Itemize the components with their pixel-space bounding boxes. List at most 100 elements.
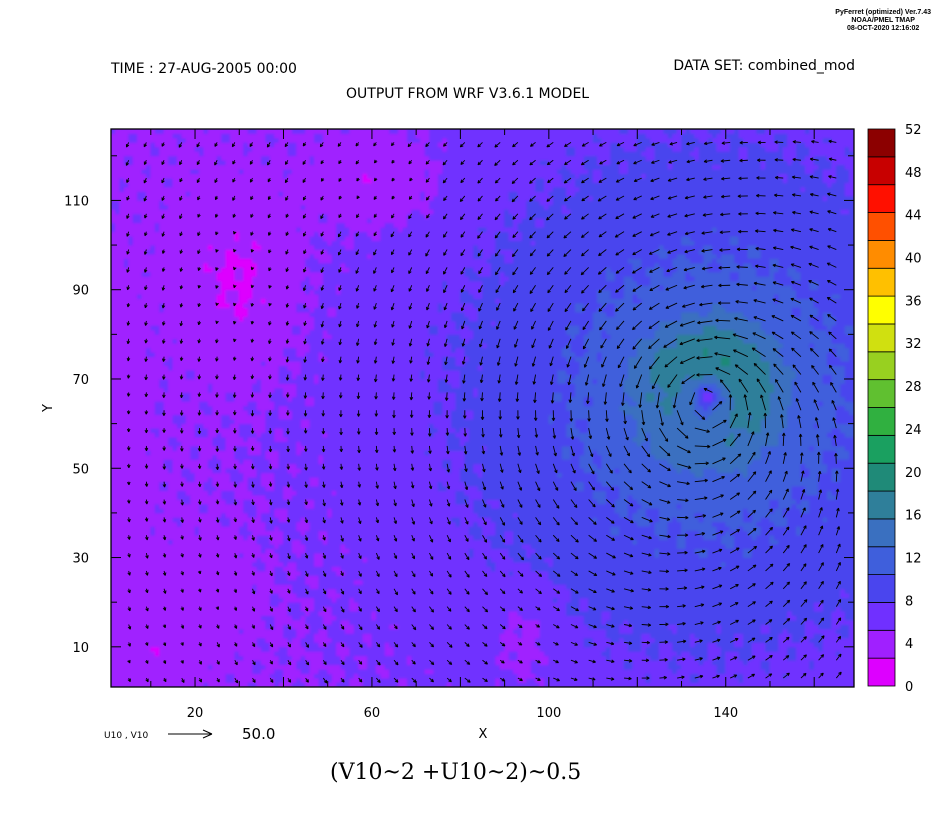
field-cell [159,481,165,487]
field-cell [190,293,196,300]
field-cell [145,499,152,505]
field-cell [212,240,218,246]
field-cell [199,391,205,398]
field-cell [203,383,209,389]
field-cell [119,619,125,625]
field-cell [168,512,174,518]
field-cell [111,633,116,639]
field-cell [216,427,222,433]
field-cell [115,423,121,429]
field-cell [203,320,209,326]
field-cell [230,200,236,206]
field-cell [119,387,125,393]
field-cell [168,499,174,505]
field-cell [115,624,121,630]
field-cell [185,521,192,527]
field-cell [238,534,245,541]
field-cell [172,271,178,277]
field-cell [145,575,152,581]
field-cell [145,454,152,460]
field-cell [221,329,227,335]
field-cell [181,619,187,625]
field-cell [230,597,236,603]
field-cell [194,503,200,509]
field-cell [203,673,209,679]
field-cell [115,235,121,241]
field-cell [225,302,231,308]
field-cell [194,575,200,581]
field-cell [150,409,156,416]
field-cell [172,588,178,594]
field-cell [243,409,249,416]
field-cell [128,262,134,268]
field-cell [185,664,192,670]
field-cell [252,445,258,451]
field-cell [132,579,138,585]
field-cell [243,476,249,483]
field-cell [172,543,178,550]
field-cell [194,391,200,398]
field-cell [247,655,253,661]
field-cell [234,441,240,447]
field-cell [230,566,236,572]
field-cell [212,668,218,675]
field-cell [185,610,192,616]
field-cell [181,253,187,259]
field-cell [225,588,231,594]
field-cell [199,441,205,447]
field-cell [199,472,205,478]
field-cell [243,293,249,300]
field-cell [238,129,245,134]
field-cell [243,682,249,687]
field-cell [154,682,161,687]
field-cell [216,561,222,567]
field-cell [221,673,227,679]
field-cell [238,226,245,233]
field-cell [199,235,205,241]
field-cell [181,226,187,233]
field-cell [234,280,240,286]
field-cell [163,177,169,183]
field-cell [190,208,196,215]
field-cell [221,293,227,300]
field-cell [225,650,231,657]
field-cell [137,552,143,558]
field-cell [212,182,218,188]
field-cell [203,624,209,630]
field-cell [141,222,147,228]
field-cell [163,436,169,442]
field-cell [230,240,236,246]
field-cell [185,682,192,687]
field-cell [141,543,147,550]
field-cell [159,606,165,612]
field-cell [115,356,121,362]
field-cell [176,208,183,215]
field-cell [238,583,245,590]
field-cell [145,606,152,612]
field-cell [190,436,196,442]
field-cell [221,168,227,175]
field-cell [185,378,192,384]
field-cell [243,240,249,246]
field-cell [243,566,249,572]
field-cell [123,293,130,300]
field-cell [150,633,156,639]
field-cell [225,258,231,264]
field-cell [159,271,165,277]
field-cell [203,374,209,380]
field-cell [115,668,121,675]
field-cell [181,668,187,675]
field-cell [194,329,200,335]
field-cell [243,467,249,474]
field-cell [190,150,196,157]
field-cell [123,458,130,465]
field-cell [234,249,240,255]
field-cell [128,650,134,657]
field-cell [163,133,169,139]
field-cell [247,253,253,259]
field-cell [115,159,121,166]
field-cell [168,494,174,500]
field-cell [185,579,192,585]
field-cell [150,191,156,197]
field-cell [238,155,245,161]
